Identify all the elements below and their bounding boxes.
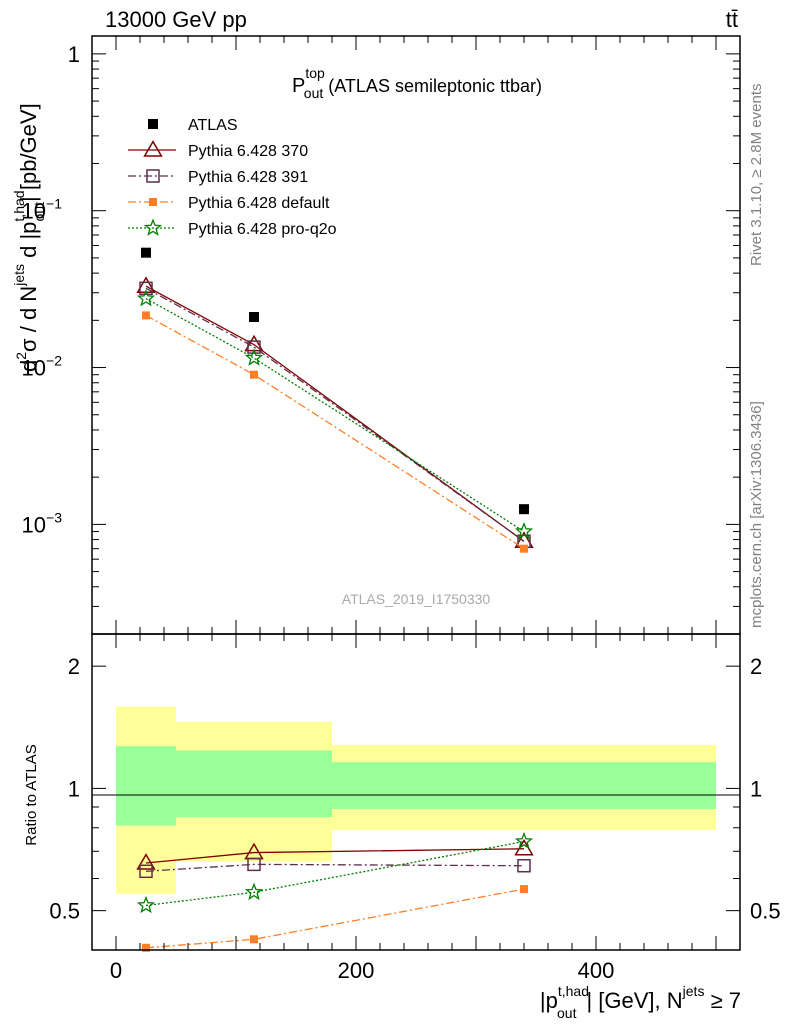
legend-entry-label: ATLAS — [188, 117, 238, 134]
main-title-symbol: P — [292, 75, 305, 97]
watermark-label: ATLAS_2019_I1750330 — [342, 591, 491, 607]
series-point — [250, 370, 258, 379]
xlabel-tail: ≥ 7 — [704, 988, 741, 1013]
ratio-y-tick-label-left: 1 — [68, 776, 80, 801]
ratio-y-tick-label-right: 0.5 — [750, 899, 781, 924]
ratio-y-tick-label-right: 1 — [750, 776, 762, 801]
legend-marker — [143, 140, 163, 157]
legend-marker — [143, 218, 163, 236]
main-series-lines — [136, 276, 534, 553]
series-point — [139, 281, 153, 296]
ylabel-thad: t,had — [11, 190, 27, 221]
ratio-y-tick-labels: 0.5 0.5 1 1 2 2 — [49, 654, 780, 923]
ratio-series-point — [136, 853, 156, 870]
legend-entry-label: Pythia 6.428 370 — [188, 143, 308, 160]
uncertainty-band-inner — [332, 762, 716, 809]
ratio-series-line — [145, 840, 525, 907]
series-line — [145, 298, 525, 533]
series-line — [145, 285, 525, 542]
header-process-label: tt̄ — [726, 7, 738, 32]
mcplots-reference-label: mcplots.cern.ch [arXiv:1306.3436] — [748, 401, 765, 628]
ratio-x-tick-labels: 0 200 400 — [110, 958, 614, 983]
ratio-y-tick-label-left: 2 — [68, 654, 80, 679]
uncertainty-band-inner — [176, 750, 332, 818]
main-axis-ticks — [92, 36, 740, 635]
xlabel-p: |p — [540, 988, 558, 1013]
atlas-data-point — [141, 247, 151, 258]
atlas-data-point — [249, 312, 259, 323]
ratio-y-tick-label-left: 0.5 — [49, 899, 80, 924]
xlabel-jets: jets — [682, 983, 705, 999]
main-title-sup: top — [305, 65, 325, 81]
xlabel-out: out — [557, 1005, 577, 1021]
main-y-tick-label: 10−1 — [22, 196, 63, 224]
ratio-series-line — [145, 863, 525, 872]
legend-entry-label: Pythia 6.428 pro-q2o — [188, 221, 337, 238]
series-point — [247, 340, 261, 354]
legend-atlas-marker — [148, 119, 158, 129]
ylabel-out: out — [31, 202, 47, 222]
ratio-y-tick-label-right: 2 — [750, 654, 762, 679]
series-line — [145, 314, 525, 550]
ratio-series-line — [145, 848, 525, 864]
series-point — [142, 311, 150, 320]
xlabel-gev: | [GeV], N — [586, 988, 682, 1013]
header-energy-label: 13000 GeV pp — [105, 7, 247, 32]
series-point — [514, 522, 534, 540]
x-tick-label: 0 — [110, 958, 122, 983]
main-y-tick-label: 1 — [68, 42, 80, 67]
ratio-panel-frame — [91, 633, 741, 951]
ylabel-d2: d — [16, 360, 41, 372]
x-tick-label: 400 — [578, 958, 615, 983]
ratio-series-lines — [136, 831, 534, 952]
legend-marker — [146, 169, 160, 183]
uncertainty-bands — [116, 706, 716, 894]
xlabel-thad: t,had — [558, 983, 589, 999]
series-point — [136, 289, 156, 307]
series-point — [244, 348, 264, 366]
ylabel-units: | [pb/GeV] — [16, 103, 41, 202]
ratio-series-point — [520, 885, 528, 894]
ratio-series-point — [244, 882, 264, 901]
uncertainty-band-inner — [116, 746, 176, 826]
ratio-panel: 0.5 0.5 1 1 2 2 0 200 400 — [49, 633, 781, 983]
series-point — [520, 544, 528, 553]
ratio-series-point — [142, 943, 150, 952]
ylabel-sigma: σ / d N — [16, 286, 41, 352]
ylabel-d: d |p — [16, 222, 41, 264]
legend-entry-label: Pythia 6.428 default — [188, 195, 330, 212]
x-tick-label: 200 — [338, 958, 375, 983]
main-title-suffix: (ATLAS semileptonic ttbar) — [323, 76, 542, 96]
ylabel-jets: jets — [11, 264, 27, 287]
legend-entry-label: Pythia 6.428 391 — [188, 169, 308, 186]
rivet-version-label: Rivet 3.1.10, ≥ 2.8M events — [748, 84, 765, 267]
series-line — [145, 287, 525, 542]
ratio-series-point — [139, 864, 153, 879]
main-y-axis-label: d2σ / d Njets d |pt,had out| [pb/GeV] — [11, 103, 47, 372]
ratio-y-axis-label: Ratio to ATLAS — [23, 744, 40, 845]
ratio-series-point — [517, 858, 531, 873]
legend: ATLAS Pythia 6.428 370 Pythia 6.428 391 Pyt… — [128, 117, 337, 238]
ylabel-exp2: 2 — [13, 352, 29, 360]
main-title-sub: out — [304, 85, 324, 101]
main-title: Ptop out (ATLAS semileptonic ttbar) — [292, 65, 542, 101]
x-axis-label: |pt,had out | [GeV], Njets ≥ 7 — [540, 983, 741, 1021]
atlas-data-points — [141, 247, 529, 515]
ratio-series-point — [514, 831, 534, 850]
ratio-axis-ticks — [92, 634, 740, 950]
main-y-tick-label: 10−2 — [22, 353, 63, 381]
main-panel: 1 10−1 10−2 10−3 Ptop out (ATLAS semileptoni… — [22, 35, 741, 635]
main-y-tick-label: 10−3 — [22, 509, 63, 537]
main-y-tick-labels: 1 10−1 10−2 10−3 — [22, 42, 80, 538]
ratio-series-point — [247, 857, 261, 872]
legend-marker — [149, 198, 157, 206]
ratio-series-point — [136, 895, 156, 914]
ratio-series-point — [250, 935, 258, 944]
atlas-data-point — [519, 504, 529, 515]
